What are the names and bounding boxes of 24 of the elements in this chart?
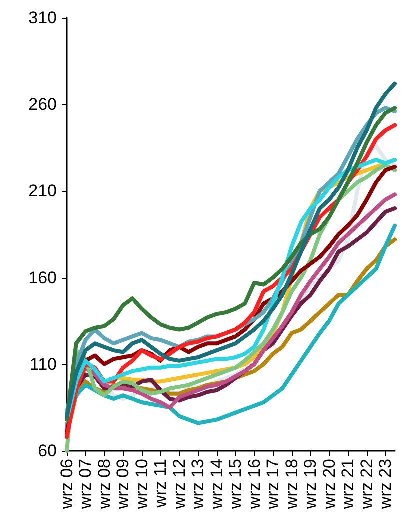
y-tick-label: 110	[30, 354, 57, 374]
y-tick-label: 60	[38, 442, 57, 460]
y-tick-label: 310	[28, 8, 57, 28]
x-tick-label: wrz 18	[282, 459, 302, 510]
x-tick-label: wrz 16	[244, 459, 264, 510]
x-tick-label: wrz 07	[76, 459, 96, 510]
x-tick-label: wrz 08	[94, 459, 114, 510]
x-tick-label: wrz 15	[226, 459, 246, 510]
x-tick-label: wrz 06	[58, 459, 76, 510]
x-tick-label: wrz 17	[264, 459, 283, 510]
x-tick-label: wrz 19	[301, 459, 320, 510]
x-tick-label: wrz 23	[376, 459, 396, 510]
x-tick-label: wrz 21	[338, 459, 358, 510]
x-tick-label: wrz 20	[320, 459, 339, 510]
y-tick-label: 210	[28, 182, 57, 201]
y-tick-label: 160	[28, 268, 57, 288]
x-tick-label: wrz 10	[132, 459, 152, 510]
y-tick-label: 260	[28, 95, 57, 114]
x-tick-label: wrz 13	[188, 459, 208, 510]
x-tick-label: wrz 12	[170, 459, 189, 510]
x-tick-label: wrz 11	[151, 459, 170, 509]
x-tick-label: wrz 14	[207, 459, 226, 510]
x-tick-label: wrz 22	[357, 459, 376, 510]
x-tick-label: wrz 09	[114, 459, 133, 510]
